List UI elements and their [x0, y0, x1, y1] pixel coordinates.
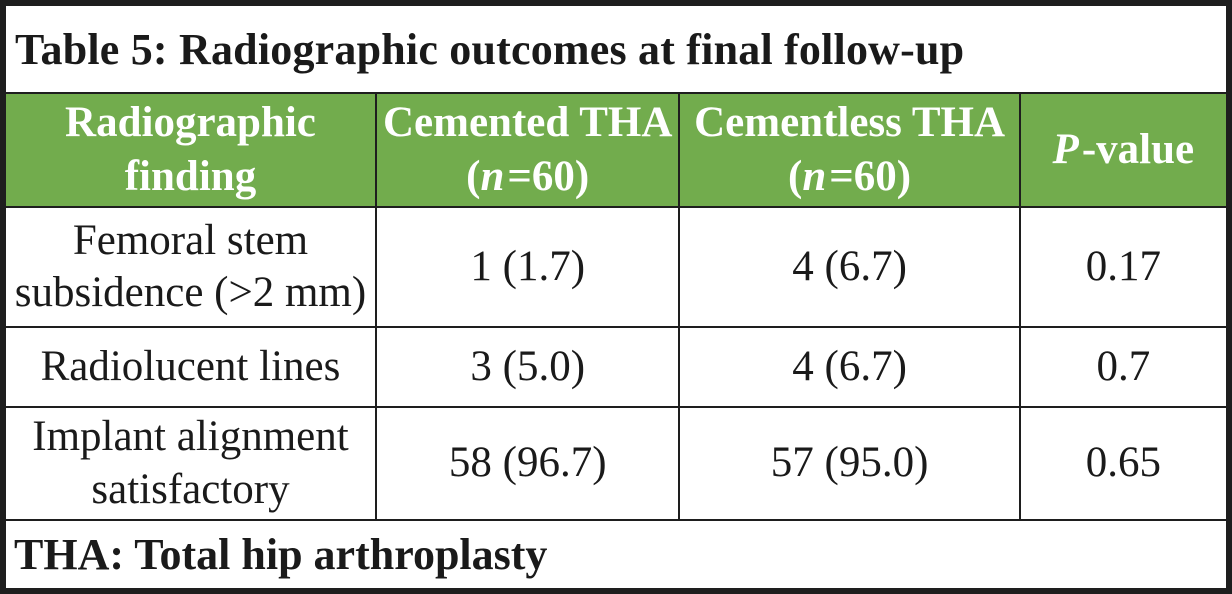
header-label-line: Cemented THA [382, 98, 673, 146]
finding-line: Implant alignment [32, 413, 349, 461]
n-symbol: n [480, 153, 505, 200]
column-header-p-value: P-value [1019, 93, 1227, 207]
header-label-line: Cementless THA [694, 98, 1006, 146]
table-footnote: THA: Total hip arthroplasty [5, 520, 1227, 589]
n-symbol: n [802, 153, 827, 200]
row-radiolucent-lines-cemented-value: 3 (5.0) [375, 327, 680, 407]
row-femoral-stem-subsidence-cementless-value: 4 (6.7) [679, 207, 1020, 327]
header-label-line: finding [124, 153, 257, 200]
row-implant-alignment-finding: Implant alignment satisfactory [5, 407, 376, 520]
column-header-radiographic-finding: Radiographic finding [5, 93, 376, 207]
sample-count: =60) [507, 153, 590, 200]
finding-line: Radiolucent lines [40, 342, 341, 390]
header-sample-size: (n=60) [788, 150, 911, 204]
column-header-cementless-tha: Cementless THA (n=60) [679, 93, 1020, 207]
row-radiolucent-lines-p-value: 0.7 [1019, 327, 1227, 407]
column-header-cemented-tha: Cemented THA (n=60) [375, 93, 680, 207]
p-symbol: P [1052, 125, 1079, 173]
header-sample-size: (n=60) [466, 150, 589, 204]
row-radiolucent-lines-cementless-value: 4 (6.7) [679, 327, 1020, 407]
row-radiolucent-lines-finding: Radiolucent lines [5, 327, 376, 407]
row-femoral-stem-subsidence-finding: Femoral stem subsidence (>2 mm) [5, 207, 376, 327]
row-femoral-stem-subsidence-cemented-value: 1 (1.7) [375, 207, 680, 327]
sample-count: =60) [829, 153, 912, 200]
row-femoral-stem-subsidence-p-value: 0.17 [1019, 207, 1227, 327]
finding-line: satisfactory [91, 465, 290, 513]
row-implant-alignment-p-value: 0.65 [1019, 407, 1227, 520]
table-title: Table 5: Radiographic outcomes at final … [5, 5, 1227, 93]
header-label-line: Radiographic [65, 98, 316, 146]
row-implant-alignment-cemented-value: 58 (96.7) [375, 407, 680, 520]
open-paren: ( [466, 153, 481, 200]
finding-line: Femoral stem [72, 216, 309, 264]
open-paren: ( [788, 153, 803, 200]
row-implant-alignment-cementless-value: 57 (95.0) [679, 407, 1020, 520]
header-label-line: P-value [1053, 123, 1195, 177]
p-value-suffix: -value [1081, 125, 1195, 173]
finding-line: subsidence (>2 mm) [14, 269, 367, 316]
